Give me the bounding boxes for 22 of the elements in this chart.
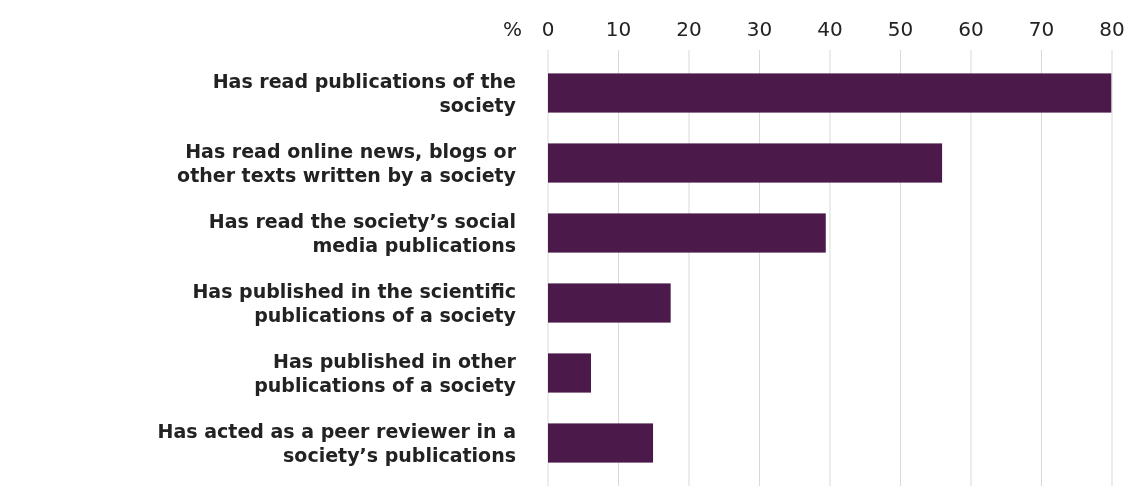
y-tick-label: Has read publications of the society [212,70,517,116]
bar [548,423,654,463]
y-tick-label: Has published in other publications of a society [254,350,517,396]
x-tick-label: 70 [1028,17,1055,41]
bar [548,353,592,393]
y-tick-label: Has read the society’s social media publications [208,210,516,256]
x-tick-label: 30 [746,17,773,41]
bar [548,73,1112,113]
x-tick-label: 0 [541,17,555,41]
x-tick-label: 60 [958,17,984,41]
x-tick-label: 20 [676,17,702,41]
bar [548,143,943,183]
x-axis-title: % [502,17,522,41]
bar [548,213,826,253]
x-tick-label: 50 [887,17,914,41]
x-tick-label: 80 [1099,17,1125,41]
bar [548,283,671,323]
y-tick-label: Has read online news, blogs or other texts written by a society [177,140,517,186]
x-tick-label: 40 [817,17,843,41]
y-tick-label: Has acted as a peer reviewer in a society’s publications [157,420,516,466]
x-tick-label: 10 [605,17,632,41]
y-tick-label: Has published in the scientific publications of a society [192,280,517,326]
